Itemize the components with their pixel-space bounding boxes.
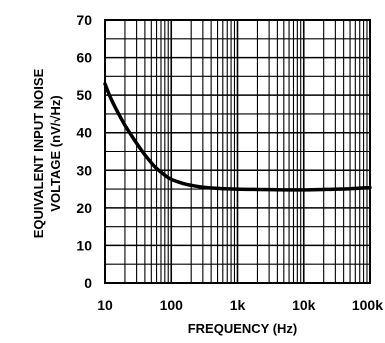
- y-tick-label: 0: [84, 275, 92, 291]
- y-axis-title: EQUIVALENT INPUT NOISE VOLTAGE (nV/√Hz): [31, 68, 63, 238]
- plot-frame: [104, 19, 371, 284]
- noise-curve-series-0: [103, 82, 372, 192]
- grid: [104, 20, 370, 283]
- y-tick-label: 70: [76, 12, 92, 28]
- y-axis-title-line2: VOLTAGE (nV/√Hz): [48, 95, 63, 211]
- curve-layer: [103, 82, 372, 192]
- x-tick-label: 10: [97, 297, 113, 313]
- x-tick-label: 10k: [292, 297, 316, 313]
- y-tick-label: 20: [76, 200, 92, 216]
- y-tick-label: 10: [76, 237, 92, 253]
- y-axis-title-line1: EQUIVALENT INPUT NOISE: [31, 68, 46, 238]
- x-axis-title: FREQUENCY (Hz): [188, 321, 298, 336]
- x-tick-label: 100k: [352, 297, 383, 313]
- y-tick-labels: 0 10 20 30 40 50 60 70: [76, 12, 92, 291]
- x-tick-label: 1k: [230, 297, 246, 313]
- y-tick-label: 50: [76, 87, 92, 103]
- x-tick-label: 100: [160, 297, 184, 313]
- y-tick-label: 30: [76, 162, 92, 178]
- x-tick-labels: 10 100 1k 10k 100k: [97, 297, 383, 313]
- y-tick-label: 60: [76, 50, 92, 66]
- y-tick-label: 40: [76, 125, 92, 141]
